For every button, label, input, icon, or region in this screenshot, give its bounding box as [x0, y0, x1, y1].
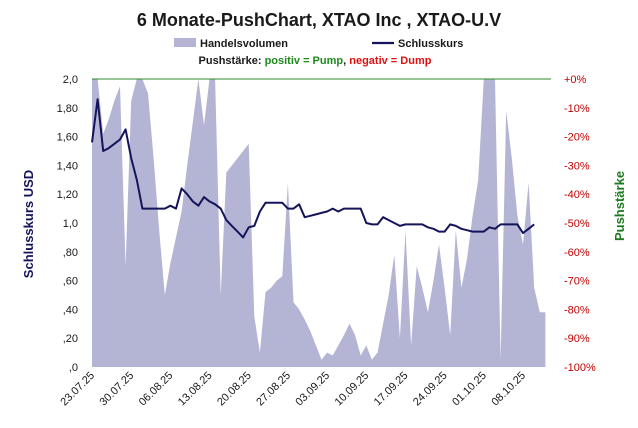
x-tick-label: 20.08.25 — [215, 370, 254, 409]
right-axis-ticks: +0% -10% -20% -30% -40% -50% -60% -70% -80% -90% -… — [564, 74, 596, 374]
push-legend: Pushstärke: positiv = Pump, negativ = Du… — [199, 55, 432, 67]
push-legend-prefix: Pushstärke: — [199, 55, 265, 67]
y2-tick-label: -70% — [564, 276, 590, 288]
y-tick-label: 1,60 — [57, 132, 78, 144]
y2-tick-label: -20% — [564, 132, 590, 144]
x-tick-label: 13.08.25 — [176, 370, 215, 409]
push-legend-positive: positiv = Pump — [265, 55, 344, 67]
legend: Handelsvolumen Schlusskurs — [174, 38, 463, 50]
push-legend-sep: , — [343, 55, 349, 67]
x-tick-label: 24.09.25 — [411, 370, 450, 409]
close-price-line — [91, 98, 535, 239]
y-tick-label: 1,0 — [63, 218, 78, 230]
volume-area — [92, 79, 546, 367]
x-tick-label: 10.09.25 — [333, 370, 372, 409]
y-tick-label: ,60 — [63, 276, 78, 288]
chart-title: 6 Monate-PushChart, XTAO Inc , XTAO-U.V — [137, 10, 501, 30]
x-tick-label: 27.08.25 — [254, 370, 293, 409]
y2-tick-label: +0% — [564, 74, 587, 86]
x-tick-label: 23.07.25 — [58, 370, 97, 409]
y2-tick-label: -30% — [564, 160, 590, 172]
y2-tick-label: -40% — [564, 189, 590, 201]
legend-close-label: Schlusskurs — [398, 38, 463, 50]
y-axis-title: Schlusskurs USD — [21, 170, 36, 278]
x-tick-label: 06.08.25 — [137, 370, 176, 409]
y-tick-label: 1,20 — [57, 189, 78, 201]
y-tick-label: 2,0 — [63, 74, 78, 86]
plot-area — [91, 78, 551, 367]
x-tick-label: 30.07.25 — [98, 370, 137, 409]
y2-tick-label: -50% — [564, 218, 590, 230]
y-tick-label: ,20 — [63, 333, 78, 345]
y-tick-label: 1,80 — [57, 103, 78, 115]
left-axis-ticks: ,0 ,20 ,40 ,60 ,80 1,0 1,20 1,40 1,60 1,80 2,0 — [57, 74, 78, 374]
y2-axis-title: Pushstärke — [612, 171, 627, 241]
x-tick-label: 17.09.25 — [372, 370, 411, 409]
push-legend-negative: negativ = Dump — [349, 55, 431, 67]
y2-tick-label: -100% — [564, 362, 596, 374]
x-tick-label: 03.09.25 — [293, 370, 332, 409]
x-axis-ticks: 23.07.25 30.07.25 06.08.25 13.08.25 20.08.25… — [58, 370, 528, 409]
y-tick-label: ,40 — [63, 304, 78, 316]
y-tick-label: ,80 — [63, 247, 78, 259]
x-tick-label: 08.10.25 — [489, 370, 528, 409]
x-tick-label: 01.10.25 — [450, 370, 489, 409]
y2-tick-label: -10% — [564, 103, 590, 115]
y-tick-label: 1,40 — [57, 160, 78, 172]
y2-tick-label: -90% — [564, 333, 590, 345]
y2-tick-label: -60% — [564, 247, 590, 259]
y2-tick-label: -80% — [564, 304, 590, 316]
legend-volume-label: Handelsvolumen — [200, 38, 288, 50]
legend-volume-swatch — [174, 38, 196, 47]
y-tick-label: ,0 — [69, 362, 78, 374]
